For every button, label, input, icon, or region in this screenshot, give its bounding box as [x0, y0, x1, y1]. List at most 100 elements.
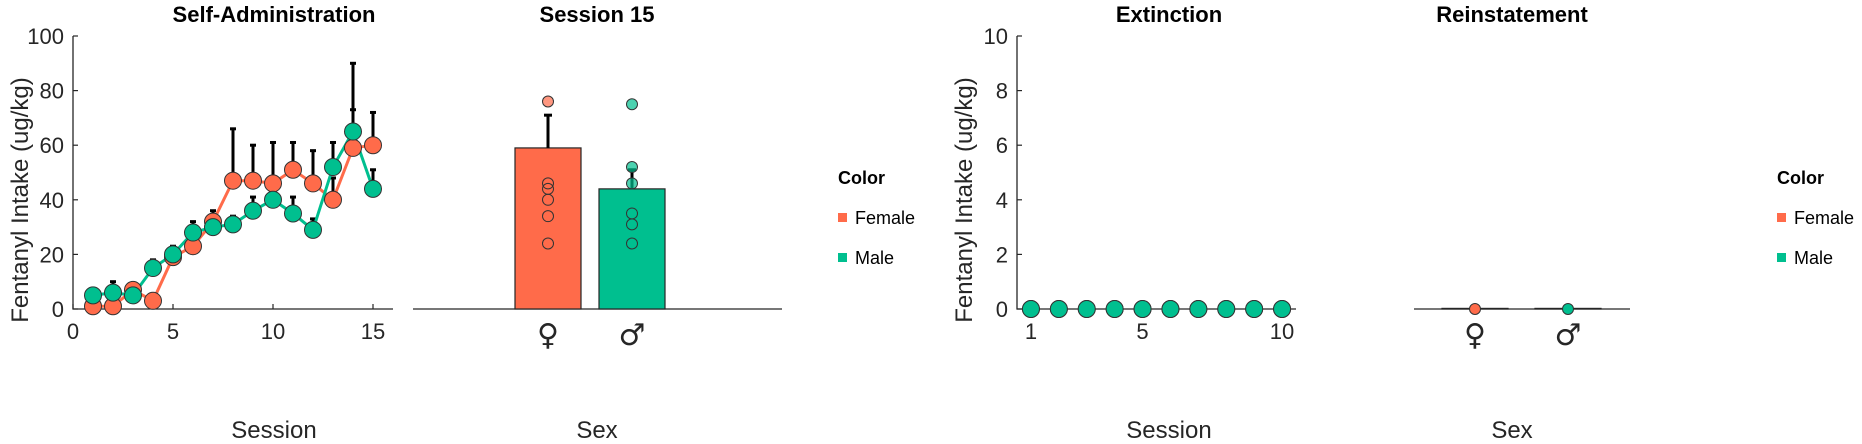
sa-point-female	[304, 174, 322, 193]
ext-point-male	[1021, 300, 1040, 318]
sa-xtick-label: 15	[361, 319, 385, 344]
s15-individual-points	[542, 95, 638, 250]
sa-point-male	[184, 223, 202, 242]
sa-ytick-label: 0	[52, 297, 64, 322]
ext-point-male	[1189, 300, 1208, 318]
sa-x-ticks: 0 5 10 15	[67, 304, 385, 344]
sa-point-male	[324, 158, 342, 177]
ext-ytick-label: 10	[984, 24, 1008, 49]
sa-point-male	[104, 283, 122, 302]
sa-point-male	[304, 220, 322, 239]
ext-ytick-label: 0	[996, 297, 1008, 322]
sa-xtick-label: 0	[67, 319, 79, 344]
sa-ytick-label: 80	[40, 79, 64, 104]
sa-point-male	[84, 286, 102, 305]
legend-right: Color Female Male	[1777, 168, 1854, 268]
s15-point-male	[626, 177, 638, 190]
rein-points	[1469, 303, 1574, 315]
sa-title: Self-Administration	[173, 2, 376, 27]
rein-title: Reinstatement	[1436, 2, 1588, 27]
ext-point-male	[1105, 300, 1124, 318]
legend-left-title: Color	[838, 168, 885, 188]
rein-point-male	[1562, 303, 1574, 315]
sa-point-male	[124, 286, 142, 305]
legend-right-swatch-male	[1777, 253, 1786, 262]
sa-xtick-label: 5	[167, 319, 179, 344]
ext-point-male	[1273, 300, 1292, 318]
legend-left-label-male: Male	[855, 248, 894, 268]
ext-y-ticks: 0 2 4 6 8 10	[984, 24, 1022, 322]
ext-point-male	[1245, 300, 1264, 318]
s15-xlabel: Sex	[576, 417, 617, 444]
sa-xtick-label: 10	[261, 319, 285, 344]
sa-point-female	[144, 291, 162, 310]
sa-xlabel: Session	[231, 417, 316, 444]
sa-point-male	[364, 179, 382, 198]
legend-left-label-female: Female	[855, 208, 915, 228]
ext-ytick-label: 2	[996, 242, 1008, 267]
s15-tick-female: ♀	[537, 318, 559, 353]
ext-title: Extinction	[1116, 2, 1222, 27]
sa-point-male	[344, 122, 362, 141]
s15-point-female	[542, 95, 554, 108]
ext-points	[1021, 300, 1292, 318]
sa-point-female	[284, 160, 302, 179]
s15-point-female	[542, 193, 554, 206]
ext-axes	[1016, 36, 1296, 310]
ext-ytick-label: 8	[996, 79, 1008, 104]
ext-xlabel: Session	[1126, 417, 1211, 444]
ext-point-male	[1133, 300, 1152, 318]
legend-right-title: Color	[1777, 168, 1824, 188]
sa-ytick-label: 20	[40, 242, 64, 267]
s15-point-female	[542, 177, 554, 190]
s15-tick-male: ♂	[619, 318, 646, 353]
legend-left-swatch-female	[838, 213, 847, 222]
ext-point-male	[1077, 300, 1096, 318]
sa-ytick-label: 60	[40, 133, 64, 158]
sa-ylabel: Fentanyl Intake (ug/kg)	[7, 77, 34, 322]
legend-left: Color Female Male	[838, 168, 915, 268]
rein-tick-male: ♂	[1555, 318, 1582, 353]
sa-ytick-label: 100	[27, 24, 64, 49]
legend-left-swatch-male	[838, 253, 847, 262]
ext-x-ticks: 1 5 10	[1025, 304, 1294, 344]
sa-point-male	[284, 204, 302, 223]
sa-ytick-label: 40	[40, 188, 64, 213]
s15-bar-male	[598, 188, 666, 310]
ext-point-male	[1161, 300, 1180, 318]
ext-point-male	[1217, 300, 1236, 318]
ext-ytick-label: 6	[996, 133, 1008, 158]
rein-xlabel: Sex	[1491, 417, 1532, 444]
sa-point-female	[344, 138, 362, 157]
sa-point-female	[244, 171, 262, 190]
rein-tick-female: ♀	[1464, 318, 1486, 353]
s15-point-female	[542, 237, 554, 250]
sa-point-male	[144, 259, 162, 278]
ext-xtick-label: 5	[1136, 319, 1148, 344]
ext-xtick-label: 1	[1025, 319, 1037, 344]
ext-ytick-label: 4	[996, 188, 1008, 213]
panel-session-15: Session 15 Sex ♀ ♂	[413, 2, 782, 444]
rein-point-female	[1469, 303, 1481, 315]
s15-point-male	[626, 161, 638, 174]
sa-point-male	[264, 190, 282, 209]
sa-point-female	[364, 136, 382, 155]
panel-reinstatement: Reinstatement Sex ♀ ♂	[1414, 2, 1630, 444]
ext-point-male	[1049, 300, 1068, 318]
s15-bar-female	[514, 147, 582, 310]
sa-point-female	[224, 171, 242, 190]
s15-point-male	[626, 237, 638, 250]
s15-title: Session 15	[540, 2, 655, 27]
sa-point-male	[164, 245, 182, 264]
sa-point-female	[264, 174, 282, 193]
ext-xtick-label: 10	[1270, 319, 1294, 344]
s15-point-female	[542, 210, 554, 223]
ext-ylabel: Fentanyl Intake (ug/kg)	[951, 77, 978, 322]
s15-point-male	[626, 98, 638, 111]
sa-axes	[72, 36, 393, 310]
sa-y-ticks: 0 20 40 60 80 100	[27, 24, 78, 322]
sa-point-female	[324, 190, 342, 209]
legend-right-swatch-female	[1777, 213, 1786, 222]
s15-point-male	[626, 218, 638, 231]
